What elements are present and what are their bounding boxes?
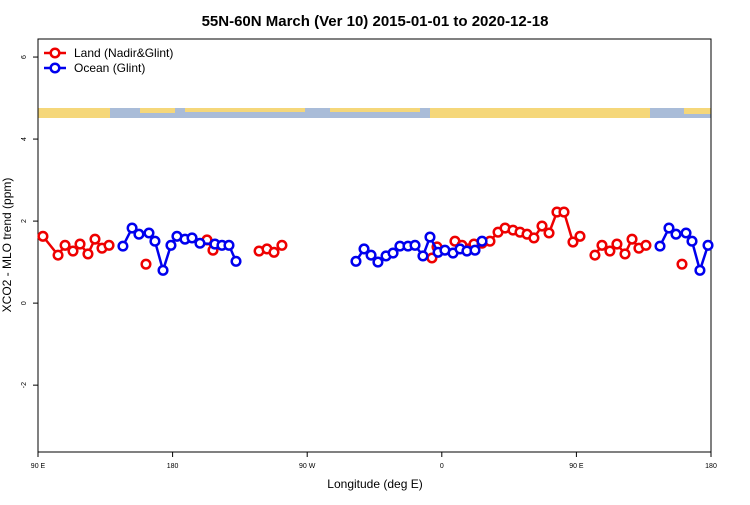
data-point: [424, 231, 436, 243]
data-point: [536, 220, 548, 232]
data-point: [157, 264, 169, 276]
data-point: [663, 222, 675, 234]
y-tick-label: 6: [21, 55, 28, 59]
data-point: [372, 256, 384, 268]
data-point: [670, 228, 682, 240]
x-tick-label: 0: [440, 463, 444, 470]
x-axis-label: Longitude (deg E): [327, 477, 422, 491]
data-point: [611, 238, 623, 250]
data-point: [604, 245, 616, 257]
legend-label: Land (Nadir&Glint): [74, 46, 173, 60]
data-point: [387, 247, 399, 259]
data-point: [143, 227, 155, 239]
data-point: [37, 230, 49, 242]
data-point: [165, 239, 177, 251]
data-point: [82, 248, 94, 260]
x-tick-label: 90 E: [31, 463, 46, 470]
data-point: [365, 249, 377, 261]
data-point: [186, 232, 198, 244]
data-point: [574, 230, 586, 242]
data-point: [52, 249, 64, 261]
data-point: [417, 250, 429, 262]
data-point: [126, 222, 138, 234]
data-point: [59, 239, 71, 251]
data-point: [528, 232, 540, 244]
data-point: [654, 240, 666, 252]
y-tick-label: 2: [21, 219, 28, 223]
data-point: [117, 240, 129, 252]
map-strip: [38, 108, 711, 118]
data-point: [589, 249, 601, 261]
data-point: [469, 244, 481, 256]
data-point: [268, 246, 280, 258]
data-point: [230, 255, 242, 267]
data-point: [133, 228, 145, 240]
data-point: [702, 239, 714, 251]
legend-swatch-marker: [49, 47, 61, 59]
data-point: [74, 238, 86, 250]
data-point: [543, 227, 555, 239]
x-tick-label: 90 W: [299, 463, 316, 470]
chart-title: 55N-60N March (Ver 10) 2015-01-01 to 202…: [202, 13, 549, 30]
data-point: [694, 264, 706, 276]
y-tick-label: 0: [21, 301, 28, 305]
data-point: [676, 258, 688, 270]
data-point: [223, 239, 235, 251]
data-point: [149, 235, 161, 247]
data-point: [619, 248, 631, 260]
data-point: [640, 239, 652, 251]
data-point: [686, 235, 698, 247]
data-point: [103, 239, 115, 251]
x-tick-label: 180: [705, 463, 717, 470]
y-tick-label: -2: [21, 382, 28, 388]
data-point: [567, 236, 579, 248]
data-point: [194, 237, 206, 249]
y-tick-label: 4: [21, 137, 28, 141]
data-point: [409, 239, 421, 251]
data-point: [558, 206, 570, 218]
data-point: [680, 227, 692, 239]
data-point: [476, 235, 488, 247]
data-point: [626, 233, 638, 245]
data-point: [358, 243, 370, 255]
legend-label: Ocean (Glint): [74, 61, 145, 75]
legend-swatch-marker: [49, 62, 61, 74]
data-point: [596, 239, 608, 251]
data-point: [350, 255, 362, 267]
x-tick-label: 90 E: [569, 463, 584, 470]
data-point: [140, 258, 152, 270]
data-point: [89, 233, 101, 245]
y-axis-label: XCO2 - MLO trend (ppm): [0, 178, 14, 313]
data-point: [67, 245, 79, 257]
data-point: [276, 239, 288, 251]
x-tick-label: 180: [167, 463, 179, 470]
